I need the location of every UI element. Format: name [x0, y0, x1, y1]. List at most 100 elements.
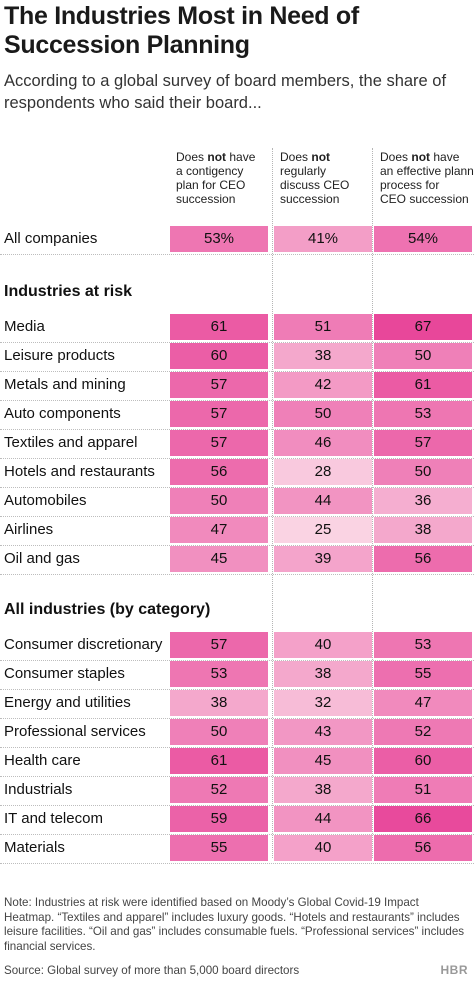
row-label: Industrials: [4, 781, 73, 798]
heatmap-cell: 52: [374, 719, 472, 745]
heatmap-cell: 25: [274, 517, 372, 543]
row-divider: [0, 689, 474, 690]
heatmap-cell: 67: [374, 314, 472, 340]
heatmap-cell: 40: [274, 835, 372, 861]
heatmap-cell: 47: [374, 690, 472, 716]
heatmap-cell: 57: [170, 430, 268, 456]
row-label: Consumer staples: [4, 665, 125, 682]
column-separator: [272, 148, 273, 858]
row-divider: [0, 371, 474, 372]
heatmap-cell: 45: [170, 546, 268, 572]
heatmap-cell: 38: [374, 517, 472, 543]
heatmap-cell: 54%: [374, 226, 472, 252]
heatmap-cell: 57: [170, 372, 268, 398]
heatmap-cell: 38: [170, 690, 268, 716]
row-label: Automobiles: [4, 492, 87, 509]
heatmap-cell: 53%: [170, 226, 268, 252]
heatmap-cell: 44: [274, 488, 372, 514]
row-label: Consumer discretionary: [4, 636, 163, 653]
column-header-text: have: [430, 150, 460, 164]
row-divider: [0, 863, 474, 864]
column-header-text: not: [207, 150, 227, 164]
row-divider: [0, 487, 474, 488]
heatmap-cell: 50: [170, 719, 268, 745]
row-divider: [0, 834, 474, 835]
column-header-text: discuss CEO: [280, 178, 350, 192]
heatmap-cell: 55: [170, 835, 268, 861]
row-divider: [0, 660, 474, 661]
row-label: Materials: [4, 839, 65, 856]
row-label: Auto components: [4, 405, 121, 422]
heatmap-cell: 38: [274, 661, 372, 687]
row-divider: [0, 747, 474, 748]
row-label: Oil and gas: [4, 550, 80, 567]
heatmap-cell: 32: [274, 690, 372, 716]
column-header-text: not: [411, 150, 431, 164]
heatmap-cell: 56: [374, 835, 472, 861]
heatmap-cell: 61: [170, 748, 268, 774]
column-header-text: an effective planning: [380, 164, 474, 178]
heatmap-cell: 28: [274, 459, 372, 485]
row-divider: [0, 718, 474, 719]
heatmap-cell: 43: [274, 719, 372, 745]
heatmap-cell: 59: [170, 806, 268, 832]
heatmap-cell: 50: [274, 401, 372, 427]
row-label: Media: [4, 318, 45, 335]
column-header-text: succession: [280, 192, 340, 206]
heatmap-cell: 51: [374, 777, 472, 803]
column-header-text: succession: [176, 192, 236, 206]
heatmap-cell: 55: [374, 661, 472, 687]
column-header-text: have: [226, 150, 256, 164]
column-header: Does not have a contigency plan for CEO suc…: [176, 150, 270, 206]
heatmap-cell: 50: [374, 343, 472, 369]
row-divider: [0, 574, 474, 575]
heatmap-cell: 45: [274, 748, 372, 774]
heatmap-cell: 56: [170, 459, 268, 485]
column-header-text: plan for CEO: [176, 178, 246, 192]
column-header-text: a contigency: [176, 164, 244, 178]
chart-source: Source: Global survey of more than 5,000…: [4, 964, 300, 977]
heatmap-cell: 36: [374, 488, 472, 514]
row-label: IT and telecom: [4, 810, 103, 827]
heatmap-cell: 39: [274, 546, 372, 572]
row-divider: [0, 400, 474, 401]
hbr-logo: HBR: [440, 963, 468, 977]
heatmap-cell: 57: [170, 632, 268, 658]
heatmap-cell: 57: [374, 430, 472, 456]
heatmap-cell: 60: [374, 748, 472, 774]
heatmap-cell: 38: [274, 777, 372, 803]
heatmap-cell: 61: [374, 372, 472, 398]
chart-note: Note: Industries at risk were identified…: [4, 896, 465, 953]
row-divider: [0, 342, 474, 343]
chart-title: The Industries Most in Need of Successio…: [4, 2, 359, 59]
column-header-text: not: [311, 150, 331, 164]
row-label: Metals and mining: [4, 376, 126, 393]
heatmap-cell: 47: [170, 517, 268, 543]
row-divider: [0, 429, 474, 430]
heatmap-cell: 42: [274, 372, 372, 398]
column-header-text: Does: [280, 150, 312, 164]
heatmap-cell: 60: [170, 343, 268, 369]
heatmap-cell: 50: [170, 488, 268, 514]
column-header-text: CEO succession: [380, 192, 469, 206]
row-divider: [0, 776, 474, 777]
row-divider: [0, 805, 474, 806]
row-label: Textiles and apparel: [4, 434, 138, 451]
section-title: Industries at risk: [4, 283, 133, 300]
chart-subtitle: According to a global survey of board me…: [4, 72, 447, 112]
heatmap-cell: 53: [374, 401, 472, 427]
heatmap-cell: 66: [374, 806, 472, 832]
row-label: All companies: [4, 230, 98, 247]
heatmap-cell: 52: [170, 777, 268, 803]
section-title: All industries (by category): [4, 601, 211, 618]
column-header: Does not regularly discuss CEO succession: [280, 150, 374, 206]
row-label: Leisure products: [4, 347, 115, 364]
heatmap-cell: 40: [274, 632, 372, 658]
heatmap-cell: 41%: [274, 226, 372, 252]
row-label: Health care: [4, 752, 81, 769]
row-divider: [0, 545, 474, 546]
column-header-text: process for: [380, 178, 440, 192]
heatmap-cell: 44: [274, 806, 372, 832]
heatmap-cell: 38: [274, 343, 372, 369]
column-separator: [372, 148, 373, 858]
